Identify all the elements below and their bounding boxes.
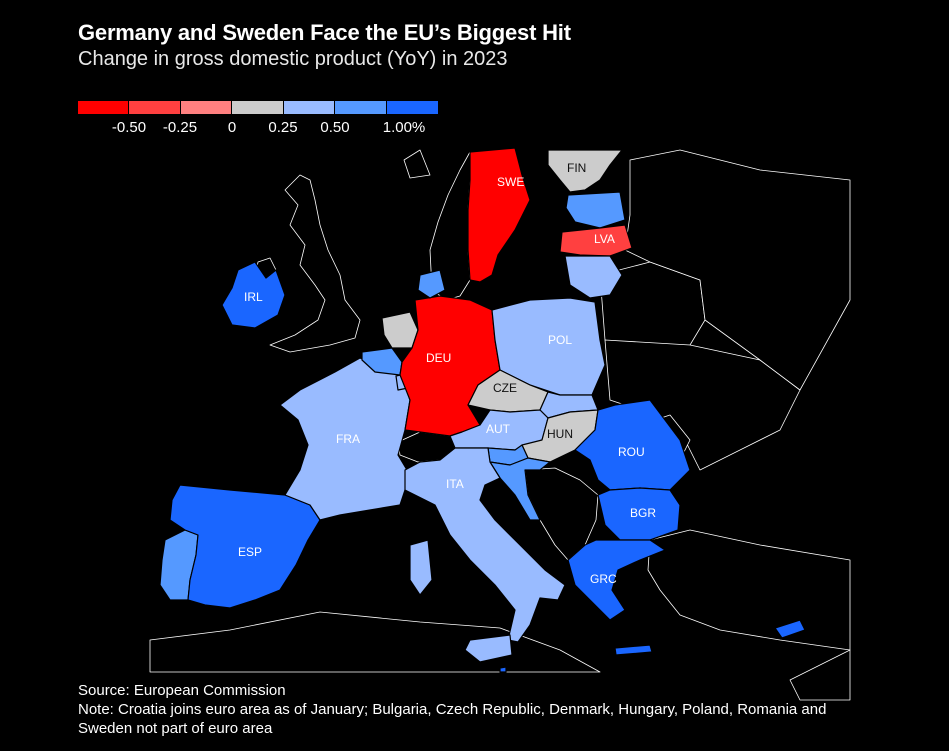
- country-bgr: [597, 487, 681, 541]
- country-hun: [521, 409, 599, 463]
- legend-tick: 1.00%: [382, 119, 426, 136]
- legend-swatch: [129, 101, 181, 114]
- country-dnk: [417, 269, 446, 299]
- legend-swatch: [180, 101, 233, 114]
- chart-subtitle: Change in gross domestic product (YoY) i…: [78, 48, 508, 70]
- country-est: [565, 191, 626, 229]
- country-grc: [567, 539, 666, 621]
- label-bgr: BGR: [630, 506, 656, 520]
- label-swe: SWE: [497, 175, 524, 189]
- country-lva: [559, 224, 633, 257]
- country-fin: [547, 149, 623, 193]
- country-ita-sardinia: [409, 539, 433, 596]
- legend-tick: 0: [227, 119, 237, 136]
- label-aut: AUT: [486, 422, 511, 436]
- country-hrv: [489, 457, 551, 521]
- chart-title: Germany and Sweden Face the EU’s Biggest…: [78, 20, 571, 45]
- country-grc-crete: [614, 644, 653, 656]
- label-fin: FIN: [567, 161, 586, 175]
- footnote: Note: Croatia joins euro area as of Janu…: [78, 701, 827, 737]
- source-note: Source: European Commission: [78, 682, 286, 699]
- legend-swatch: [78, 101, 130, 114]
- label-esp: ESP: [238, 545, 262, 559]
- north-africa: [149, 611, 601, 673]
- label-grc: GRC: [590, 572, 617, 586]
- country-mlt: [499, 666, 507, 673]
- label-lva: LVA: [594, 232, 615, 246]
- footer-notes: Source: European Commission Note: Croati…: [78, 681, 838, 738]
- label-pol: POL: [548, 333, 572, 347]
- legend-tick: -0.50: [111, 119, 147, 136]
- legend-swatch: [283, 101, 336, 114]
- country-ita: [404, 447, 566, 643]
- scandinavian-coast: [403, 149, 431, 179]
- country-swe: [467, 147, 531, 283]
- eu-countries: [159, 147, 806, 673]
- label-irl: IRL: [244, 290, 263, 304]
- country-ita-sicily: [464, 634, 513, 663]
- legend-tick: -0.25: [162, 119, 198, 136]
- label-rou: ROU: [618, 445, 645, 459]
- great-britain: [269, 174, 361, 353]
- label-hun: HUN: [547, 427, 573, 441]
- non-eu-land: [149, 149, 851, 701]
- label-deu: DEU: [426, 351, 451, 365]
- label-cze: CZE: [493, 381, 517, 395]
- country-ltu: [564, 255, 623, 299]
- country-pol: [491, 297, 606, 396]
- middle-east: [789, 649, 851, 701]
- country-deu: [399, 295, 501, 437]
- legend-swatch: [232, 101, 284, 114]
- legend-tick: 0.50: [320, 119, 350, 136]
- legend-swatch: [335, 101, 387, 114]
- country-labels: SWE FIN LVA IRL POL DEU CZE FRA AUT HUN …: [238, 161, 656, 586]
- legend-tick: 0.25: [268, 119, 298, 136]
- label-ita: ITA: [446, 477, 464, 491]
- turkey: [647, 529, 851, 651]
- legend-swatch: [386, 101, 438, 114]
- country-nld: [381, 311, 419, 349]
- country-irl: [221, 261, 286, 329]
- color-legend: -0.50 -0.25 0 0.25 0.50 1.00%: [78, 101, 438, 136]
- label-fra: FRA: [336, 432, 360, 446]
- country-cyp: [774, 619, 806, 639]
